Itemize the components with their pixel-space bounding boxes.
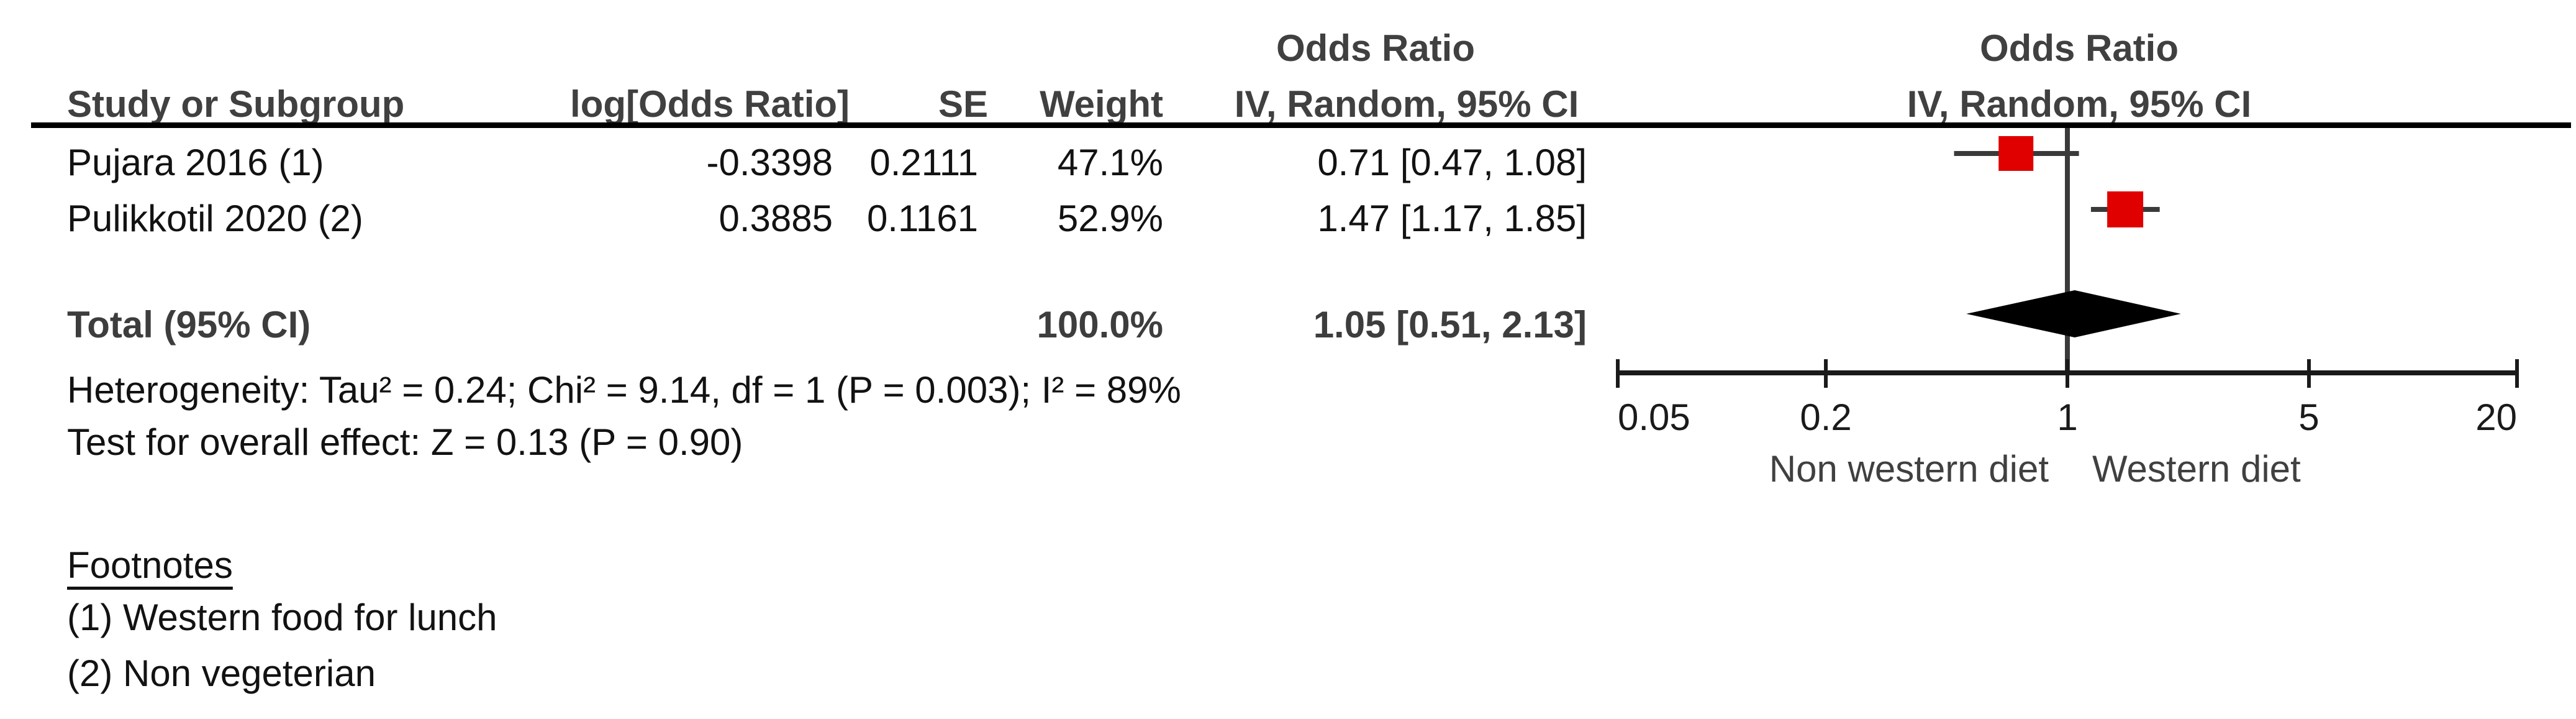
se-column-header: SE — [938, 83, 988, 125]
header-rule — [31, 122, 2571, 128]
footnote-2: (2) Non vegeterian — [67, 653, 376, 694]
total-diamond — [1966, 290, 2181, 337]
axis-tick-label: 0.2 — [1800, 396, 1852, 438]
log-or-column-header: log[Odds Ratio] — [570, 83, 850, 125]
right-favours-label: Western diet — [2092, 448, 2301, 490]
study-name-cell: Pulikkotil 2020 (2) — [67, 198, 363, 239]
or-ci-column-header: IV, Random, 95% CI — [1234, 83, 1579, 125]
weight-cell: 52.9% — [1057, 198, 1163, 239]
total-or-ci: 1.05 [0.51, 2.13] — [1313, 304, 1587, 346]
heterogeneity-text: Heterogeneity: Tau² = 0.24; Chi² = 9.14,… — [67, 369, 1181, 411]
forest-square — [2107, 191, 2144, 227]
or-ci-cell: 1.47 [1.17, 1.85] — [1317, 198, 1587, 239]
weight-cell: 47.1% — [1057, 142, 1163, 183]
se-cell: 0.2111 — [869, 142, 978, 183]
footnote-1: (1) Western food for lunch — [67, 597, 497, 638]
weight-column-header: Weight — [1040, 83, 1163, 125]
plot-ci-column-header: IV, Random, 95% CI — [1907, 83, 2252, 125]
or-text-column-title: Odds Ratio — [1276, 27, 1476, 69]
forest-square — [1998, 136, 2034, 171]
or-plot-column-title: Odds Ratio — [1979, 27, 2179, 69]
axis-tick-label: 20 — [2475, 396, 2517, 438]
footnotes-title: Footnotes — [67, 544, 233, 586]
left-favours-label: Non western diet — [1769, 448, 2049, 490]
overall-effect-text: Test for overall effect: Z = 0.13 (P = 0… — [67, 421, 743, 463]
study-column-header: Study or Subgroup — [67, 83, 405, 125]
axis-tick-label: 0.05 — [1618, 396, 1690, 438]
axis-tick-label: 1 — [2057, 396, 2078, 438]
log-or-cell: -0.3398 — [706, 142, 833, 183]
se-cell: 0.1161 — [866, 198, 978, 239]
axis-tick-label: 5 — [2298, 396, 2320, 438]
log-or-cell: 0.3885 — [719, 198, 833, 239]
study-name-cell: Pujara 2016 (1) — [67, 142, 324, 183]
or-ci-cell: 0.71 [0.47, 1.08] — [1317, 142, 1587, 183]
total-weight: 100.0% — [1036, 304, 1164, 346]
total-label: Total (95% CI) — [67, 304, 311, 346]
